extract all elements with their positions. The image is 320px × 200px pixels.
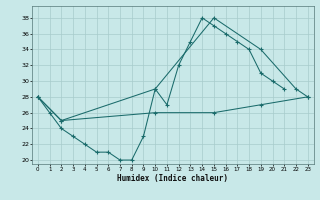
X-axis label: Humidex (Indice chaleur): Humidex (Indice chaleur) [117,174,228,183]
